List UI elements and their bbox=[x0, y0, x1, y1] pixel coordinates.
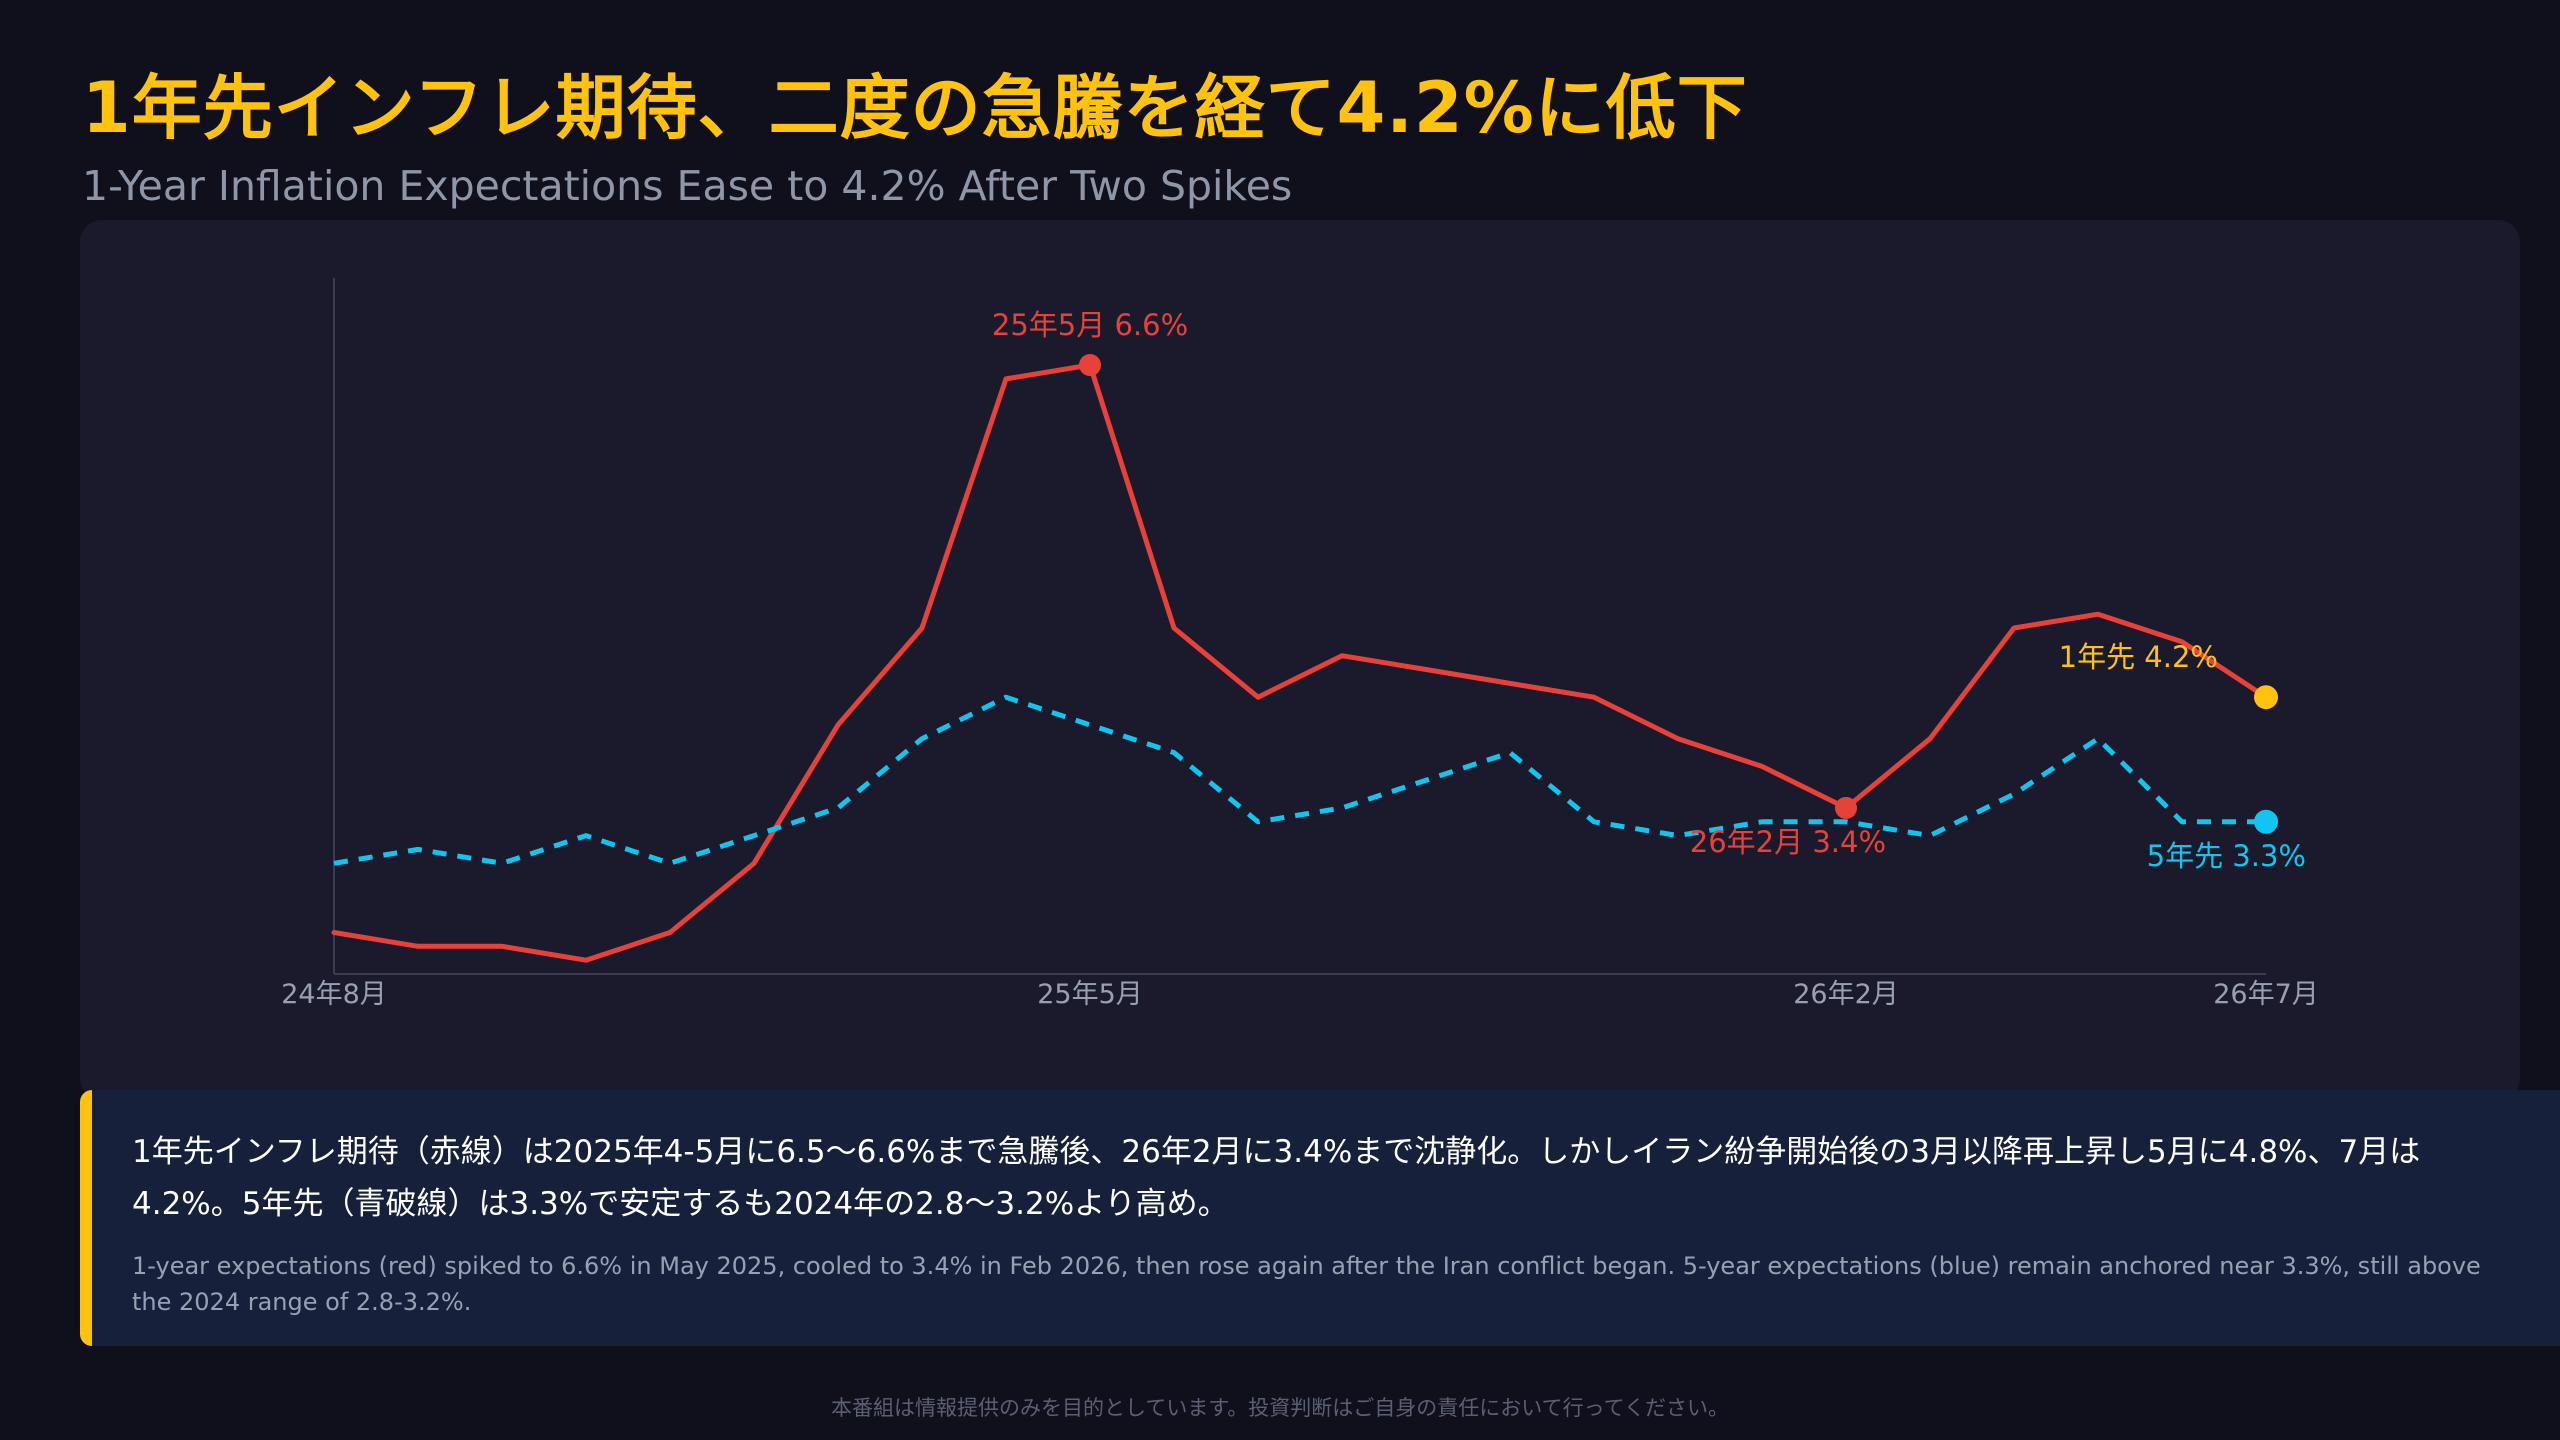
series-line-2 bbox=[333, 694, 2266, 866]
page-subtitle: 1-Year Inflation Expectations Ease to 4.… bbox=[82, 162, 1293, 210]
chart-card: 24年8月 25年5月 26年2月 26年7月 25年5月 6.6% 26年2月 3.4%… bbox=[80, 220, 2520, 1100]
line-chart: 24年8月 25年5月 26年2月 26年7月 25年5月 6.6% 26年2月 3.4%… bbox=[281, 278, 2319, 1010]
end-point bbox=[2254, 809, 2278, 834]
disclaimer: 本番組は情報提供のみを目的としています。投資判断はご自身の責任において行ってくだ… bbox=[831, 1396, 1729, 1420]
data-annotation: 5年先 3.3% bbox=[2147, 839, 2306, 873]
summary-text-en: 1-year expectations (red) spiked to 6.6%… bbox=[132, 1252, 2481, 1316]
summary-text-jp: 1年先インフレ期待（赤線）は2025年4-5月に6.5〜6.6%まで急騰後、26… bbox=[132, 1134, 2421, 1222]
end-point bbox=[2254, 685, 2278, 710]
series-line-1 bbox=[331, 362, 2269, 963]
highlight-point bbox=[1079, 354, 1101, 377]
summary-note: 1年先インフレ期待（赤線）は2025年4-5月に6.5〜6.6%まで急騰後、26… bbox=[80, 1090, 2560, 1346]
x-tick-label: 25年5月 bbox=[1037, 979, 1143, 1010]
x-tick-label: 26年7月 bbox=[2213, 979, 2319, 1010]
x-tick-label: 26年2月 bbox=[1793, 979, 1899, 1010]
data-annotation: 1年先 4.2% bbox=[2059, 640, 2218, 674]
data-annotation: 26年2月 3.4% bbox=[1690, 825, 1886, 859]
data-annotation: 25年5月 6.6% bbox=[992, 308, 1188, 342]
highlight-point bbox=[1835, 796, 1857, 819]
x-tick-label: 24年8月 bbox=[281, 979, 387, 1010]
page-title: 1年先インフレ期待、二度の急騰を経て4.2%に低下 bbox=[82, 67, 1748, 149]
